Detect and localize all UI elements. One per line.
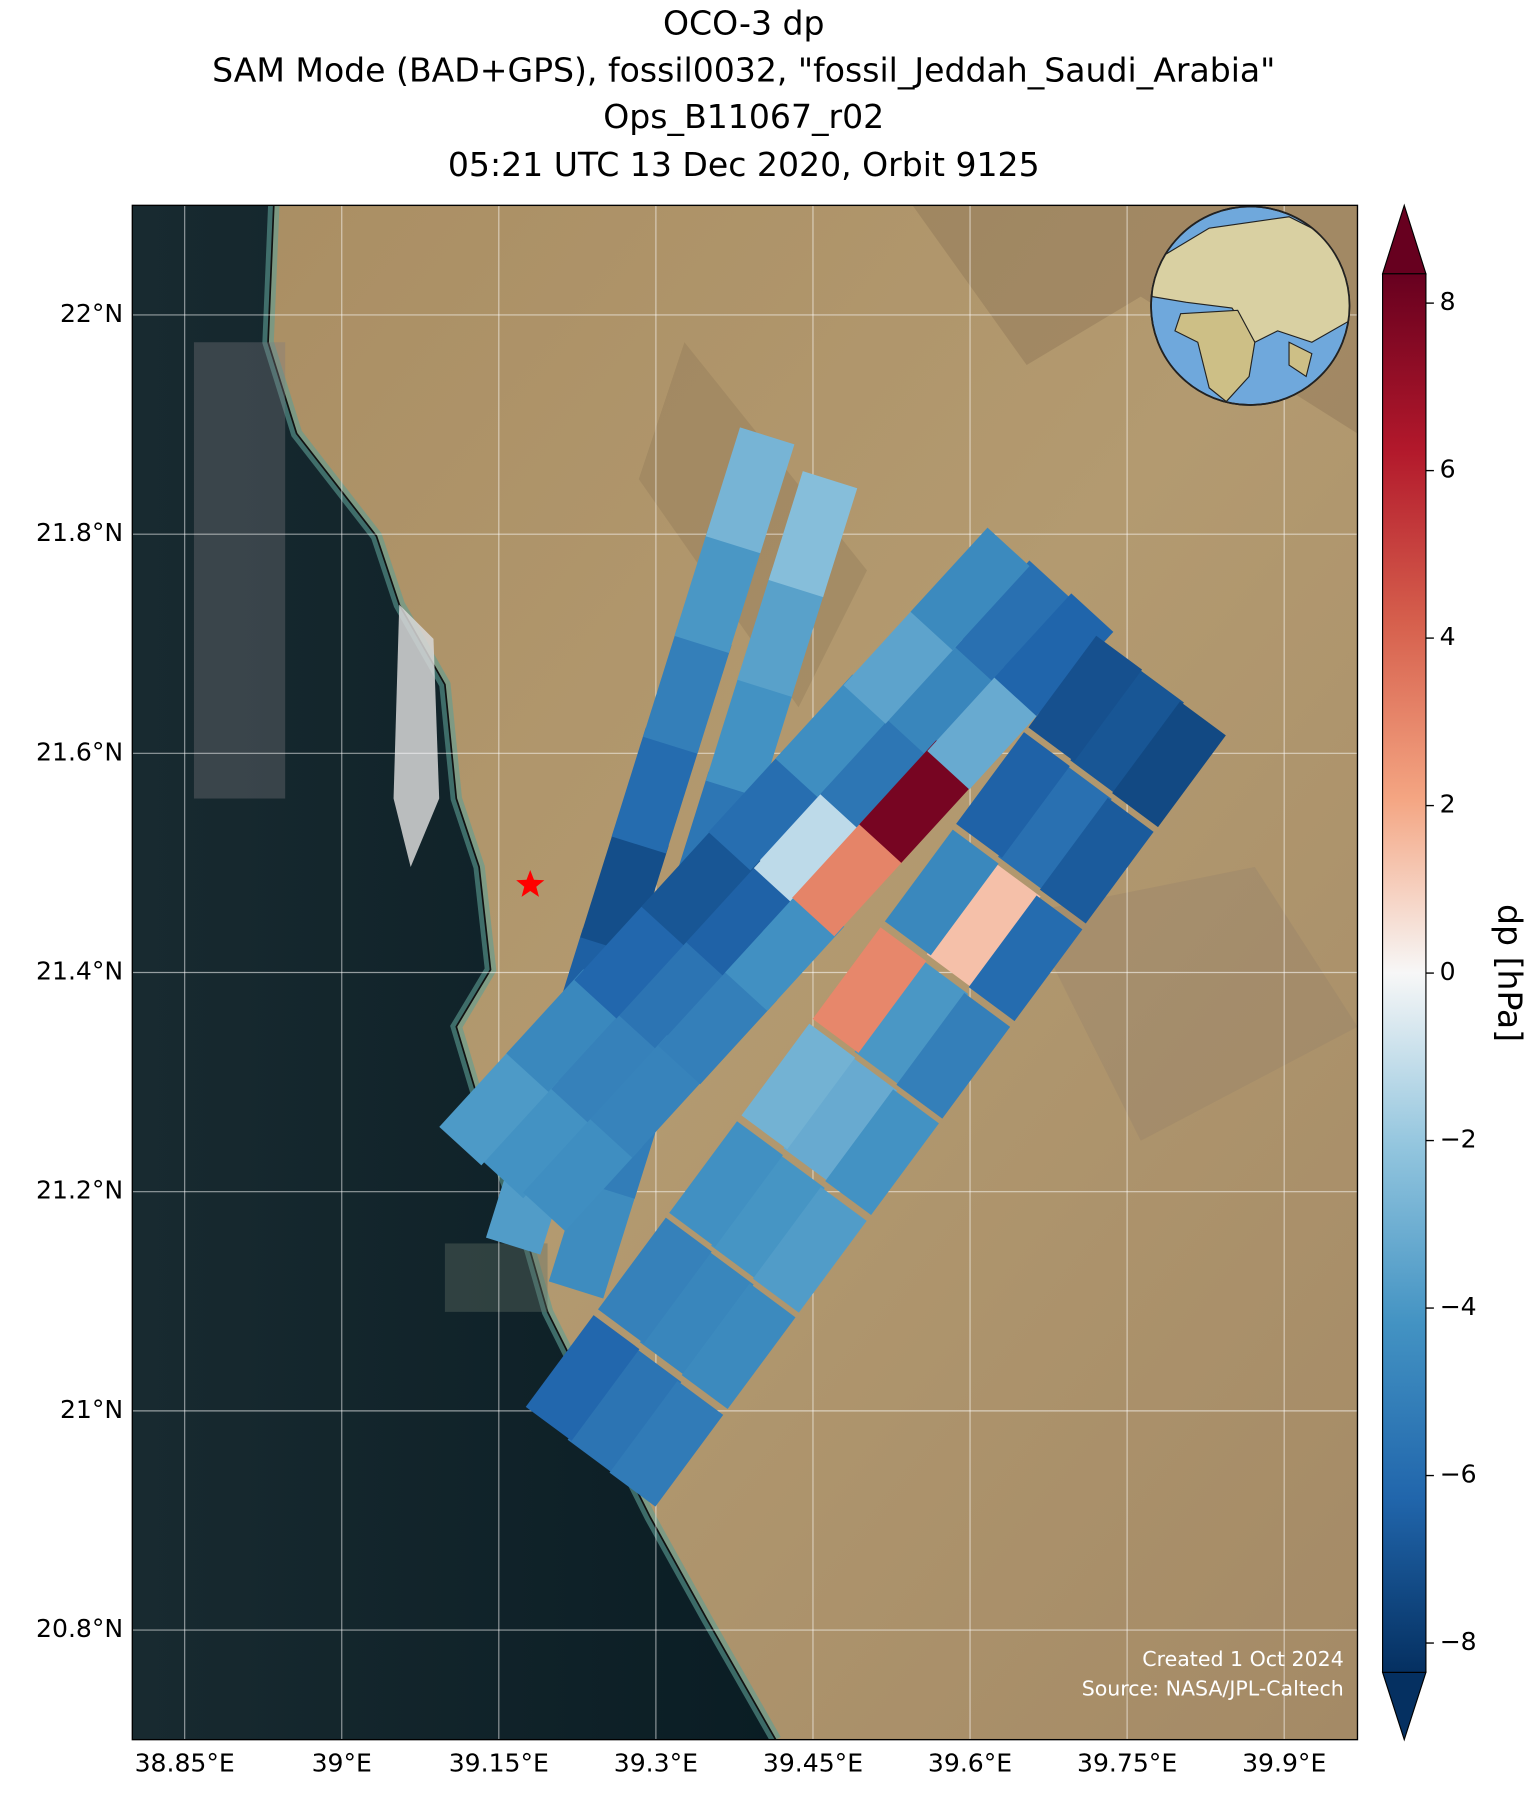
sounding-cell	[910, 527, 1030, 651]
colorbar-tick-label: 0	[1440, 957, 1456, 986]
sounding-cell	[768, 471, 858, 598]
colorbar-tick-label: 2	[1440, 790, 1456, 819]
y-tick-label: 21°N	[60, 1395, 123, 1424]
title-line: 05:21 UTC 13 Dec 2020, Orbit 9125	[448, 145, 1040, 184]
sounding-cell	[884, 829, 999, 956]
sounding-cell	[590, 1035, 710, 1158]
y-tick-label: 21.4°N	[36, 957, 123, 986]
sounding-cell	[683, 855, 803, 978]
colorbar-tick-label: 6	[1440, 455, 1456, 484]
colorbar-extend-top	[1381, 203, 1427, 275]
x-tick-label: 39.45°E	[763, 1749, 863, 1778]
title-line: OCO-3 dp	[663, 4, 825, 43]
x-tick-label: 39.6°E	[928, 1749, 1012, 1778]
swaths	[439, 427, 1226, 1507]
x-tick-label: 39.9°E	[1242, 1749, 1326, 1778]
sounding-cell	[711, 1154, 825, 1280]
sounding-cell	[548, 1172, 638, 1299]
sounding-cell	[1028, 635, 1143, 762]
sounding-cell	[506, 969, 626, 1092]
y-tick-label: 21.6°N	[36, 737, 123, 766]
sounding-cell	[812, 927, 927, 1053]
sounding-cell	[725, 888, 845, 1011]
sounding-cell	[741, 1023, 856, 1150]
colorbar: −8 −6 −4 −2 0 2 4 6 8	[1381, 203, 1477, 1742]
globe-inset	[1150, 205, 1351, 406]
x-tick-label: 39.3°E	[614, 1749, 698, 1778]
footer-source: Source: NASA/JPL-Caltech	[1082, 1676, 1344, 1700]
x-tick-label: 39°E	[312, 1749, 372, 1778]
colorbar-tick-label: −4	[1440, 1292, 1477, 1321]
title-line: Ops_B11067_r02	[603, 97, 884, 136]
sounding-cell	[896, 992, 1011, 1119]
sounding-cell	[674, 527, 764, 653]
x-tick-label: 38.85°E	[135, 1749, 235, 1778]
sounding-cell	[705, 427, 795, 554]
sounding-cell	[1070, 668, 1184, 795]
colorbar-tick-label: −6	[1440, 1460, 1477, 1489]
y-tick-label: 22°N	[60, 299, 123, 328]
sounding-cell	[998, 765, 1112, 891]
sounding-cell	[952, 560, 1072, 684]
sounding-cell	[639, 1250, 754, 1377]
sounding-cell	[994, 593, 1114, 717]
sounding-cell	[609, 1380, 724, 1507]
footer-created: Created 1 Oct 2024	[1142, 1647, 1344, 1671]
y-tick-label: 21.8°N	[36, 518, 123, 547]
target-star	[516, 869, 545, 897]
colorbar-extend-bottom	[1381, 1671, 1427, 1742]
sounding-cell	[752, 1186, 867, 1313]
colorbar-tick-label: −2	[1440, 1125, 1477, 1154]
sounding-cell	[669, 1121, 783, 1247]
sounding-cell	[775, 674, 895, 798]
sounding-cell	[641, 822, 761, 946]
sounding-cell	[956, 732, 1070, 858]
x-tick-label: 39.75°E	[1077, 1749, 1177, 1778]
y-tick-label: 20.8°N	[36, 1614, 123, 1643]
map-frame	[131, 204, 1359, 1741]
sounding-cell	[859, 740, 979, 863]
sounding-cell	[968, 895, 1083, 1022]
sounding-cell	[1039, 797, 1154, 924]
sounding-cell	[525, 1315, 640, 1441]
sounding-cell	[817, 707, 937, 830]
sounding-cell	[783, 1056, 898, 1183]
y-tick-label: 21.2°N	[36, 1176, 123, 1205]
title-line: SAM Mode (BAD+GPS), fossil0032, "fossil_…	[212, 50, 1275, 89]
sounding-cell	[737, 570, 826, 697]
sounding-cell	[611, 727, 701, 854]
sounding-cell	[854, 960, 969, 1086]
sounding-cell	[580, 828, 669, 955]
x-tick-label: 39.15°E	[449, 1749, 549, 1778]
sounding-cell	[705, 671, 795, 798]
sounding-cell	[681, 1283, 796, 1410]
colorbar-body	[1382, 273, 1427, 1673]
colorbar-label: dp [hPa]	[1491, 904, 1530, 1042]
sounding-cell	[548, 1002, 668, 1125]
sounding-cell	[643, 627, 732, 754]
sounding-cell	[1112, 701, 1226, 828]
colorbar-tick-label: 8	[1440, 287, 1456, 316]
sounding-cell	[926, 862, 1041, 989]
colorbar-tick-label: 4	[1440, 622, 1456, 651]
colorbar-tick-label: −8	[1440, 1627, 1477, 1656]
sounding-cell	[598, 1217, 712, 1344]
sounding-cell	[825, 1089, 939, 1216]
sounding-cell	[567, 1348, 682, 1474]
